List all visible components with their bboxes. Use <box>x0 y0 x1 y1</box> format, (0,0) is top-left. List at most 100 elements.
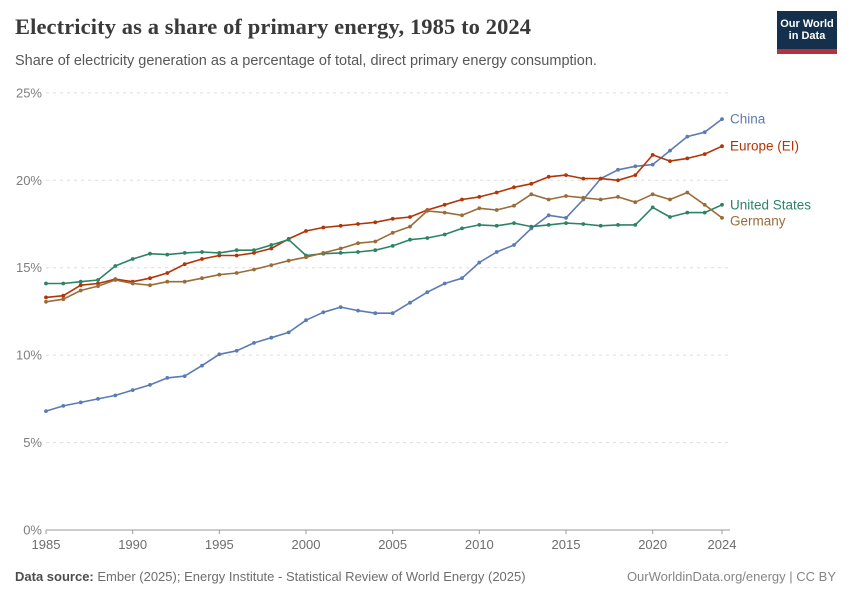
series-line-europe-ei[interactable] <box>45 145 723 299</box>
series-point-united-states <box>477 223 482 227</box>
series-point-united-states <box>182 251 187 255</box>
series-point-china <box>668 148 672 153</box>
series-point-germany <box>165 279 170 284</box>
series-point-germany <box>234 271 239 275</box>
series-point-united-states <box>252 248 256 253</box>
owid-logo-line2: in Data <box>788 30 826 42</box>
series-point-germany <box>96 284 100 288</box>
series-point-europe-ei <box>685 156 690 161</box>
series-point-europe-ei <box>269 246 274 251</box>
series-point-europe-ei <box>148 276 152 281</box>
y-tick-label-15: 15% <box>16 260 42 275</box>
series-point-europe-ei <box>702 152 707 157</box>
x-tick-label-2000: 2000 <box>292 537 321 552</box>
series-line-united-states[interactable] <box>46 204 723 285</box>
series-point-germany <box>650 192 655 197</box>
series-point-europe-ei <box>321 225 326 230</box>
series-line-germany[interactable] <box>45 191 723 303</box>
series-line-china[interactable] <box>45 118 723 412</box>
series-point-china <box>546 213 551 218</box>
chart-subtitle: Share of electricity generation as a per… <box>15 53 597 69</box>
series-point-united-states <box>598 223 603 228</box>
series-point-germany <box>546 197 551 202</box>
series-point-germany <box>616 195 620 199</box>
series-point-united-states <box>442 232 447 237</box>
series-point-china <box>425 290 430 295</box>
series-label-china[interactable]: China <box>730 112 766 127</box>
series-point-china <box>252 341 256 345</box>
series-point-germany <box>633 200 638 205</box>
series-point-germany <box>252 267 256 272</box>
series-point-china <box>650 162 655 167</box>
series-point-germany <box>200 276 204 281</box>
series-point-europe-ei <box>529 181 534 186</box>
series-point-china <box>182 374 187 378</box>
series-point-europe-ei <box>512 185 516 190</box>
series-point-china <box>61 404 66 408</box>
series-point-china <box>338 305 343 309</box>
series-point-germany <box>477 206 482 211</box>
series-point-china <box>442 281 447 286</box>
data-source-note: Data source: Ember (2025); Energy Instit… <box>15 569 526 584</box>
series-label-germany[interactable]: Germany <box>730 213 786 228</box>
series-point-united-states <box>650 205 655 210</box>
series-point-germany <box>78 288 83 293</box>
series-point-germany <box>442 210 447 215</box>
series-point-china <box>217 352 222 357</box>
series-point-china <box>512 243 516 247</box>
series-point-united-states <box>200 250 204 254</box>
series-point-europe-ei <box>460 197 464 202</box>
series-point-europe-ei <box>182 262 187 267</box>
series-point-germany <box>269 263 274 267</box>
series-point-united-states <box>685 210 690 215</box>
series-point-united-states <box>390 244 395 248</box>
x-tick-label-2015: 2015 <box>552 537 581 552</box>
series-point-germany <box>321 251 326 255</box>
series-point-germany <box>286 258 291 263</box>
x-tick-label-1995: 1995 <box>205 537 234 552</box>
data-source-text: Ember (2025); Energy Institute - Statist… <box>93 569 526 584</box>
series-point-europe-ei <box>720 144 724 149</box>
series-point-united-states <box>234 248 239 253</box>
series-point-china <box>148 383 152 387</box>
series-point-germany <box>529 192 534 197</box>
owid-logo[interactable]: Our World in Data <box>777 11 837 54</box>
series-point-united-states <box>460 226 464 231</box>
series-point-united-states <box>61 281 66 286</box>
series-point-china <box>234 348 239 353</box>
y-tick-label-25: 25% <box>16 85 42 100</box>
series-label-europe-ei[interactable]: Europe (EI) <box>730 139 799 154</box>
series-point-germany <box>564 194 568 198</box>
y-tick-label-10: 10% <box>16 348 42 363</box>
owid-logo-line1: Our World <box>780 18 834 30</box>
series-point-germany <box>702 202 707 207</box>
series-point-china <box>564 216 568 220</box>
series-point-europe-ei <box>78 283 83 288</box>
series-point-europe-ei <box>356 222 360 226</box>
series-point-united-states <box>633 223 638 227</box>
series-point-germany <box>217 272 222 277</box>
credit-link[interactable]: OurWorldinData.org/energy | CC BY <box>626 569 836 584</box>
series-point-europe-ei <box>373 220 378 225</box>
series-point-germany <box>113 278 118 282</box>
x-tick-label-2010: 2010 <box>465 537 494 552</box>
x-tick-label-1990: 1990 <box>118 537 147 552</box>
y-tick-label-20: 20% <box>16 173 42 188</box>
series-point-china <box>685 134 690 139</box>
series-point-united-states <box>425 236 430 240</box>
series-point-europe-ei <box>598 176 603 181</box>
series-label-united-states[interactable]: United States <box>730 197 811 212</box>
series-point-europe-ei <box>96 281 100 286</box>
series-point-europe-ei <box>616 178 620 183</box>
series-point-germany <box>130 281 135 286</box>
series-point-europe-ei <box>390 216 395 221</box>
y-tick-label-5: 5% <box>23 435 42 450</box>
series-point-europe-ei <box>217 253 222 258</box>
series-point-germany <box>685 190 690 195</box>
series-point-china <box>408 300 412 305</box>
series-point-europe-ei <box>165 271 170 275</box>
series-point-china <box>373 311 378 316</box>
series-point-united-states <box>130 257 135 261</box>
series-point-europe-ei <box>477 195 482 199</box>
series-point-germany <box>44 299 48 304</box>
